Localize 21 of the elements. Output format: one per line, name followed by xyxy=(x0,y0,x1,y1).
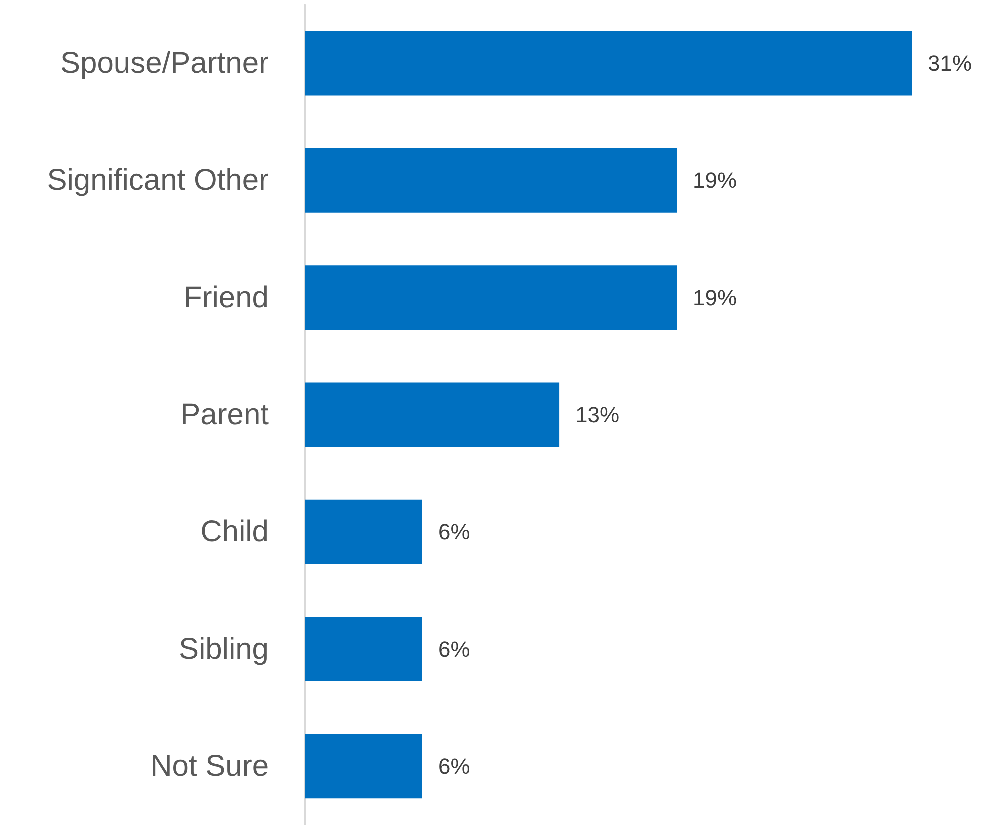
bar xyxy=(305,266,678,330)
y-tick-label: Significant Other xyxy=(47,164,270,198)
data-label: 19% xyxy=(693,168,738,194)
data-label: 13% xyxy=(576,402,620,428)
bar xyxy=(305,734,422,799)
bar xyxy=(305,148,678,213)
bar xyxy=(305,617,422,682)
data-label: 6% xyxy=(438,520,470,545)
data-label: 6% xyxy=(438,636,470,662)
y-tick-label: Sibling xyxy=(178,632,269,666)
bar xyxy=(305,500,422,564)
y-tick-label: Not Sure xyxy=(150,750,269,783)
bar xyxy=(305,31,912,96)
y-tick-label: Friend xyxy=(184,281,269,314)
data-label: 31% xyxy=(928,51,972,76)
data-label: 6% xyxy=(438,754,470,779)
y-tick-label: Child xyxy=(200,516,269,549)
bar xyxy=(305,382,560,448)
data-label: 19% xyxy=(693,285,738,310)
y-tick-label: Spouse/Partner xyxy=(60,47,270,80)
y-tick-label: Parent xyxy=(180,398,270,432)
